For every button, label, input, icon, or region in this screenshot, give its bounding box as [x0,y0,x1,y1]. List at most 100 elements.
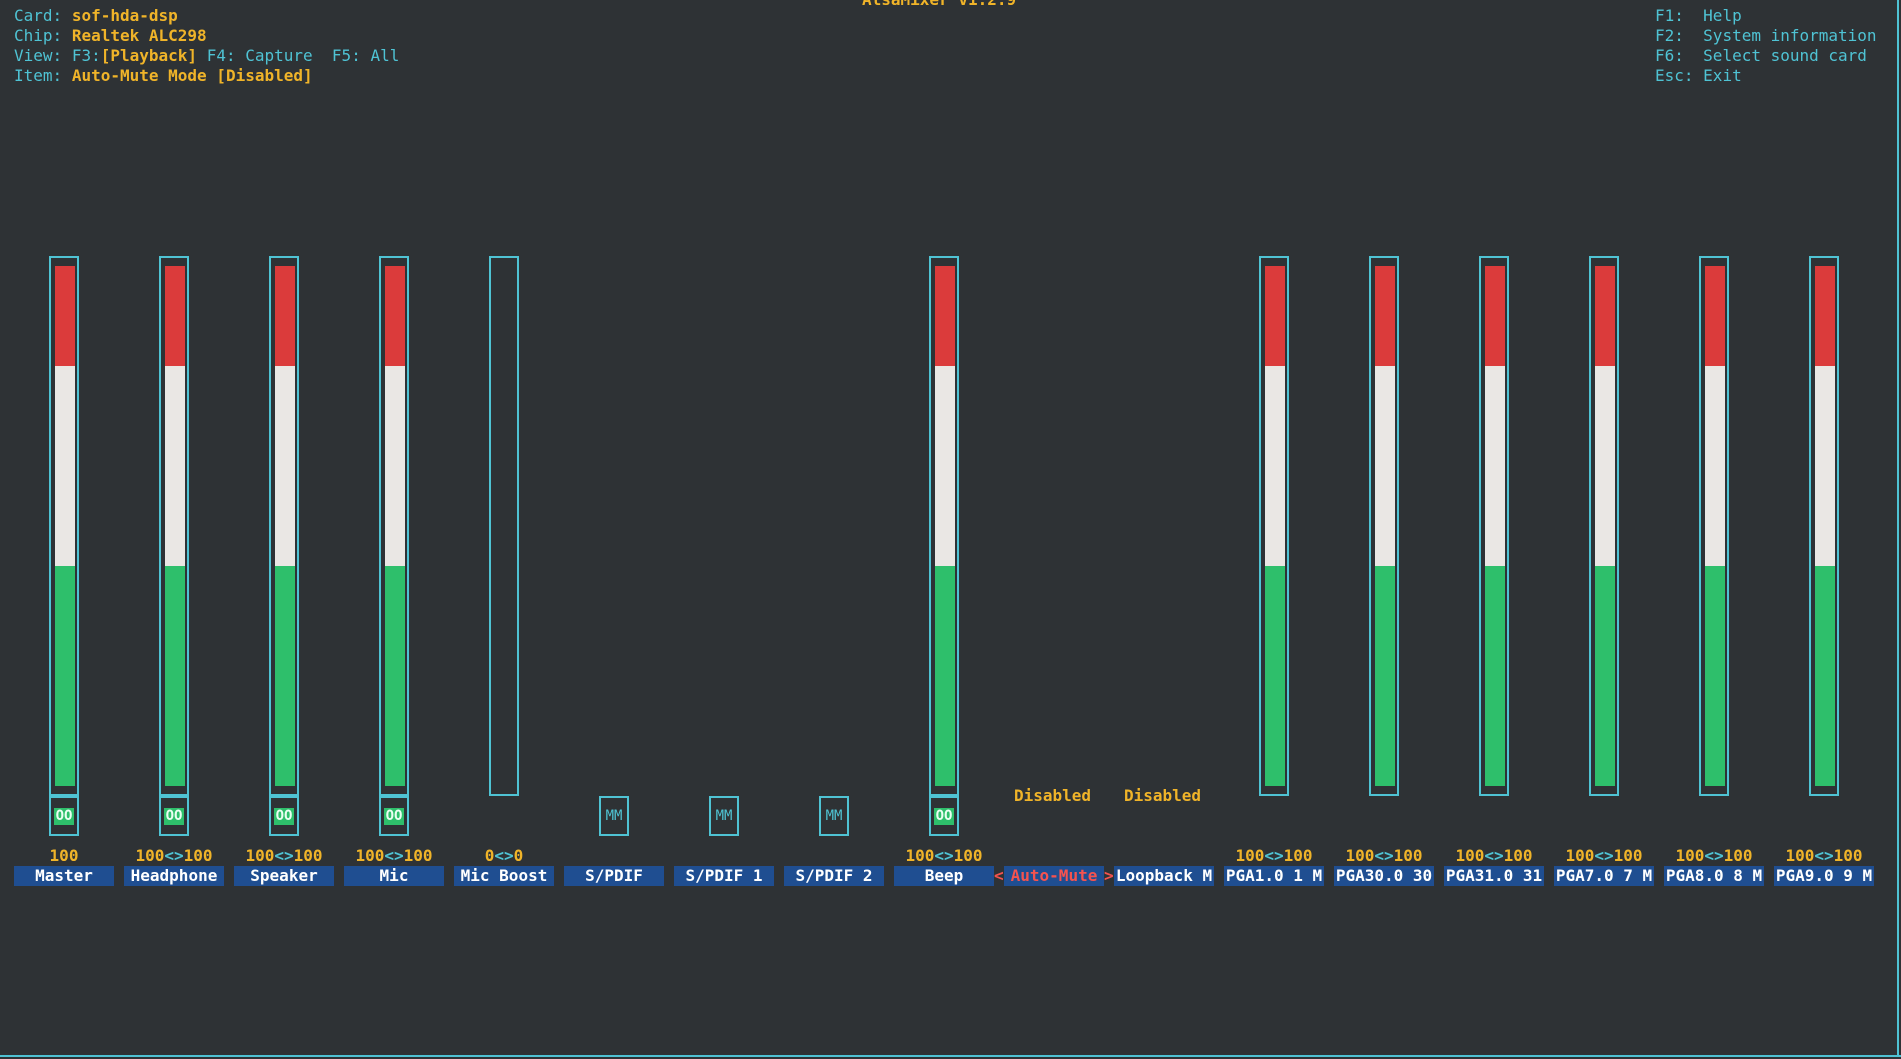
auto-mute-label[interactable]: Auto-Mute [1004,866,1104,886]
pga31-volume-slider[interactable] [1479,256,1509,796]
level-white [165,366,185,566]
level-green [1375,566,1395,786]
level-green [165,566,185,786]
beep-label[interactable]: Beep [894,866,994,886]
headphone-value: 100<>100 [135,846,213,865]
level-white [1265,366,1285,566]
spdif1-mute-toggle[interactable]: MM [709,796,739,836]
pga8-value: 100<>100 [1675,846,1753,865]
value-right: 100 [1503,846,1533,865]
value-right: 100 [183,846,213,865]
view-capture[interactable]: F4: Capture [206,46,313,65]
beep-volume-slider[interactable] [929,256,959,796]
chip-key: Chip: [14,26,63,45]
view-playback[interactable]: [Playback] [100,46,198,65]
speaker-value: 100<>100 [245,846,323,865]
level-green [1485,566,1505,786]
spdif-mute-toggle[interactable]: MM [599,796,629,836]
pga7-volume-slider[interactable] [1589,256,1619,796]
help-f6-key: F6: [1655,46,1684,65]
pga1-volume-slider[interactable] [1259,256,1289,796]
chip-row: Chip: Realtek ALC298 [14,26,207,46]
item-value: Auto-Mute Mode [Disabled] [71,66,313,85]
help-f2-text: System information [1703,26,1877,45]
mute-state: MM [825,808,843,824]
speaker-mute-toggle[interactable]: OO [269,796,299,836]
pga31-label[interactable]: PGA31.0 31 [1444,866,1544,886]
master-label[interactable]: Master [14,866,114,886]
frame-border-bottom [0,1055,1901,1057]
pga1-label[interactable]: PGA1.0 1 M [1224,866,1324,886]
mic-boost-label[interactable]: Mic Boost [454,866,554,886]
mic-label[interactable]: Mic [344,866,444,886]
level-red [1265,266,1285,366]
auto-mute-enum-value[interactable]: Disabled [1014,786,1092,805]
pga9-label[interactable]: PGA9.0 9 M [1774,866,1874,886]
value-right: 100 [1613,846,1643,865]
pga30-label[interactable]: PGA30.0 30 [1334,866,1434,886]
help-esc-text: Exit [1703,66,1742,85]
level-red [1815,266,1835,366]
pga8-volume-slider[interactable] [1699,256,1729,796]
master-volume-slider[interactable] [49,256,79,796]
level-green [1705,566,1725,786]
spdif2-label[interactable]: S/PDIF 2 [784,866,884,886]
card-key: Card: [14,6,63,25]
view-f3[interactable]: F3: [71,46,101,65]
help-f2[interactable]: F2: System information [1655,26,1877,46]
mute-state: OO [163,807,185,825]
value-left: 100 [1675,846,1705,865]
spdif-label[interactable]: S/PDIF [564,866,664,886]
headphone-label[interactable]: Headphone [124,866,224,886]
card-row: Card: sof-hda-dsp [14,6,178,26]
mic-boost-slider[interactable] [489,256,519,796]
value-right: 100 [1833,846,1863,865]
level-green [1265,566,1285,786]
headphone-volume-slider[interactable] [159,256,189,796]
card-value: sof-hda-dsp [71,6,178,25]
pga8-label[interactable]: PGA8.0 8 M [1664,866,1764,886]
value-right: 100 [1393,846,1423,865]
mute-state: OO [933,807,955,825]
help-f1[interactable]: F1: Help [1655,6,1742,26]
value-left: 100 [135,846,165,865]
level-red [1485,266,1505,366]
help-f6[interactable]: F6: Select sound card [1655,46,1867,66]
value-right: 100 [953,846,983,865]
spdif2-mute-toggle[interactable]: MM [819,796,849,836]
level-red [1595,266,1615,366]
level-red [935,266,955,366]
loopback-label[interactable]: Loopback M [1114,866,1214,886]
mute-state: MM [715,808,733,824]
beep-mute-toggle[interactable]: OO [929,796,959,836]
mute-state: MM [605,808,623,824]
value-left: 100 [245,846,275,865]
master-mute-toggle[interactable]: OO [49,796,79,836]
level-red [55,266,75,366]
pga30-volume-slider[interactable] [1369,256,1399,796]
level-white [1815,366,1835,566]
level-white [1705,366,1725,566]
value-left: 100 [1455,846,1485,865]
speaker-volume-slider[interactable] [269,256,299,796]
view-all[interactable]: F5: All [331,46,400,65]
mic-volume-slider[interactable] [379,256,409,796]
pga31-value: 100<>100 [1455,846,1533,865]
value-right: 0 [513,846,524,865]
spdif1-label[interactable]: S/PDIF 1 [674,866,774,886]
loopback-enum-value[interactable]: Disabled [1124,786,1202,805]
mic-mute-toggle[interactable]: OO [379,796,409,836]
pga7-label[interactable]: PGA7.0 7 M [1554,866,1654,886]
headphone-mute-toggle[interactable]: OO [159,796,189,836]
value-right: 100 [1283,846,1313,865]
level-green [935,566,955,786]
help-esc[interactable]: Esc: Exit [1655,66,1742,86]
pga9-volume-slider[interactable] [1809,256,1839,796]
speaker-label[interactable]: Speaker [234,866,334,886]
help-f2-key: F2: [1655,26,1684,45]
value-left: 100 [905,846,935,865]
pga30-value: 100<>100 [1345,846,1423,865]
value-left: 100 [1345,846,1375,865]
master-value: 100 [49,846,79,865]
mute-state: OO [383,807,405,825]
